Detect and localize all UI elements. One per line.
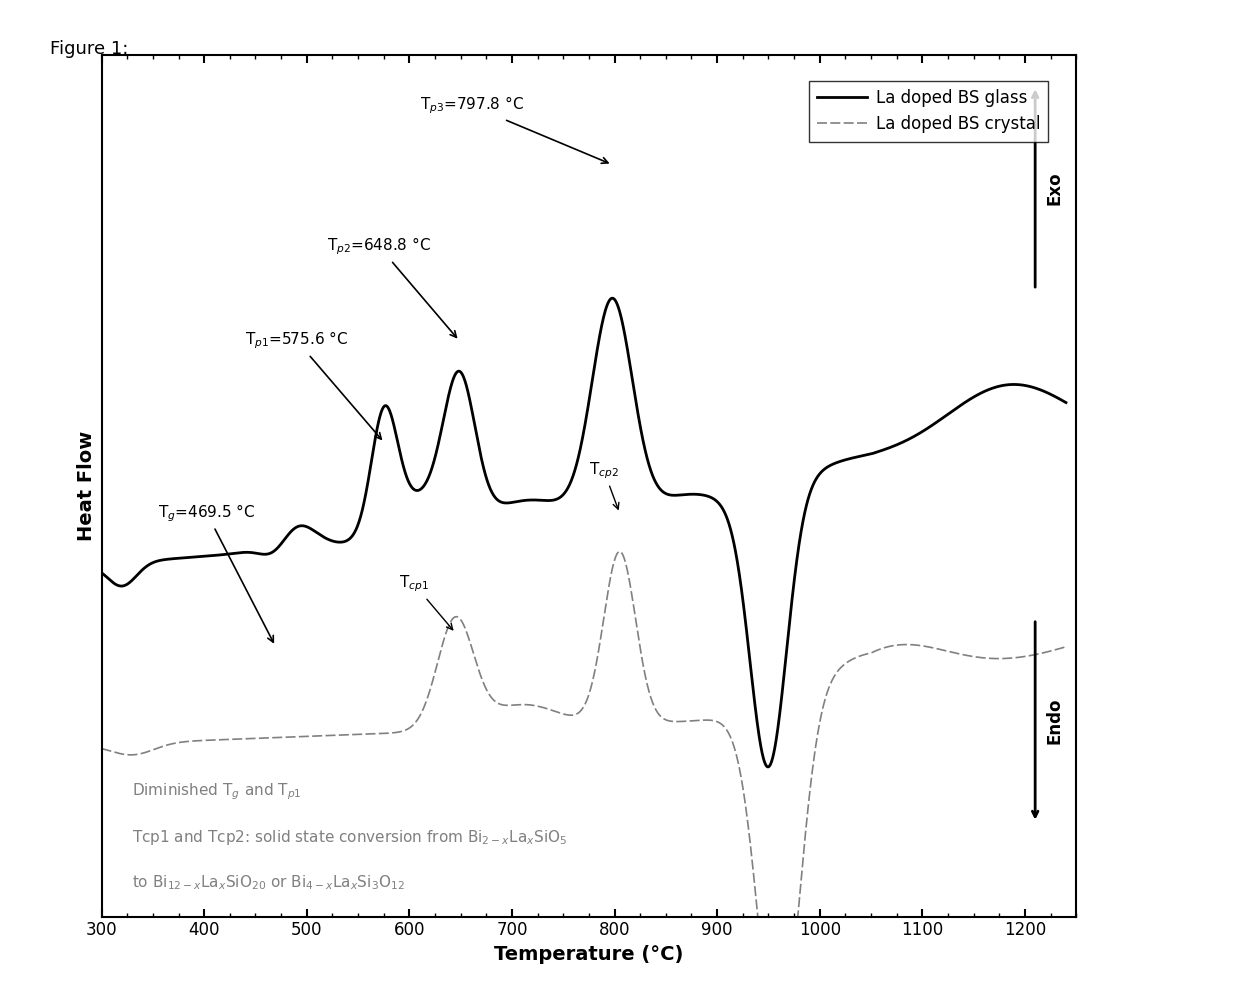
Text: T$_{p3}$=797.8 °C: T$_{p3}$=797.8 °C — [419, 95, 608, 163]
La doped BS crystal — [262, 732, 277, 744]
Text: Exo: Exo — [1045, 171, 1064, 205]
Text: Endo: Endo — [1045, 697, 1064, 744]
La doped BS crystal — [94, 742, 109, 754]
La doped BS crystal — [1040, 645, 1055, 657]
La doped BS glass — [205, 549, 219, 561]
Text: T$_{p2}$=648.8 °C: T$_{p2}$=648.8 °C — [327, 236, 456, 338]
La doped BS crystal — [613, 545, 627, 557]
La doped BS glass — [1040, 387, 1055, 399]
La doped BS glass — [1059, 397, 1074, 409]
La doped BS glass — [936, 412, 951, 424]
Text: Diminished T$_g$ and T$_{p1}$: Diminished T$_g$ and T$_{p1}$ — [133, 781, 301, 802]
Text: Tcp1 and Tcp2: solid state conversion from Bi$_{2-x}$La$_x$SiO$_5$: Tcp1 and Tcp2: solid state conversion fr… — [133, 828, 568, 847]
Text: T$_g$=469.5 °C: T$_g$=469.5 °C — [157, 502, 273, 642]
Line: La doped BS glass: La doped BS glass — [102, 298, 1066, 767]
La doped BS crystal — [464, 640, 479, 652]
La doped BS crystal — [205, 734, 219, 746]
Text: Figure 1:: Figure 1: — [50, 40, 128, 58]
X-axis label: Temperature (°C): Temperature (°C) — [495, 945, 683, 964]
La doped BS glass — [605, 292, 620, 304]
La doped BS glass — [94, 566, 109, 578]
Y-axis label: Heat Flow: Heat Flow — [77, 431, 95, 540]
Text: T$_{p1}$=575.6 °C: T$_{p1}$=575.6 °C — [246, 330, 381, 440]
Legend: La doped BS glass, La doped BS crystal: La doped BS glass, La doped BS crystal — [808, 81, 1048, 142]
Text: T$_{cp2}$: T$_{cp2}$ — [589, 461, 619, 509]
La doped BS glass — [464, 402, 479, 414]
La doped BS crystal — [506, 699, 521, 711]
La doped BS glass — [506, 497, 521, 508]
Text: to Bi$_{12-x}$La$_x$SiO$_{20}$ or Bi$_{4-x}$La$_x$Si$_3$O$_{12}$: to Bi$_{12-x}$La$_x$SiO$_{20}$ or Bi$_{4… — [133, 873, 405, 891]
Text: T$_{cp1}$: T$_{cp1}$ — [399, 573, 453, 629]
La doped BS glass — [760, 761, 775, 773]
La doped BS crystal — [936, 644, 951, 656]
Line: La doped BS crystal: La doped BS crystal — [102, 551, 1066, 999]
La doped BS crystal — [1059, 640, 1074, 652]
La doped BS glass — [262, 547, 277, 559]
